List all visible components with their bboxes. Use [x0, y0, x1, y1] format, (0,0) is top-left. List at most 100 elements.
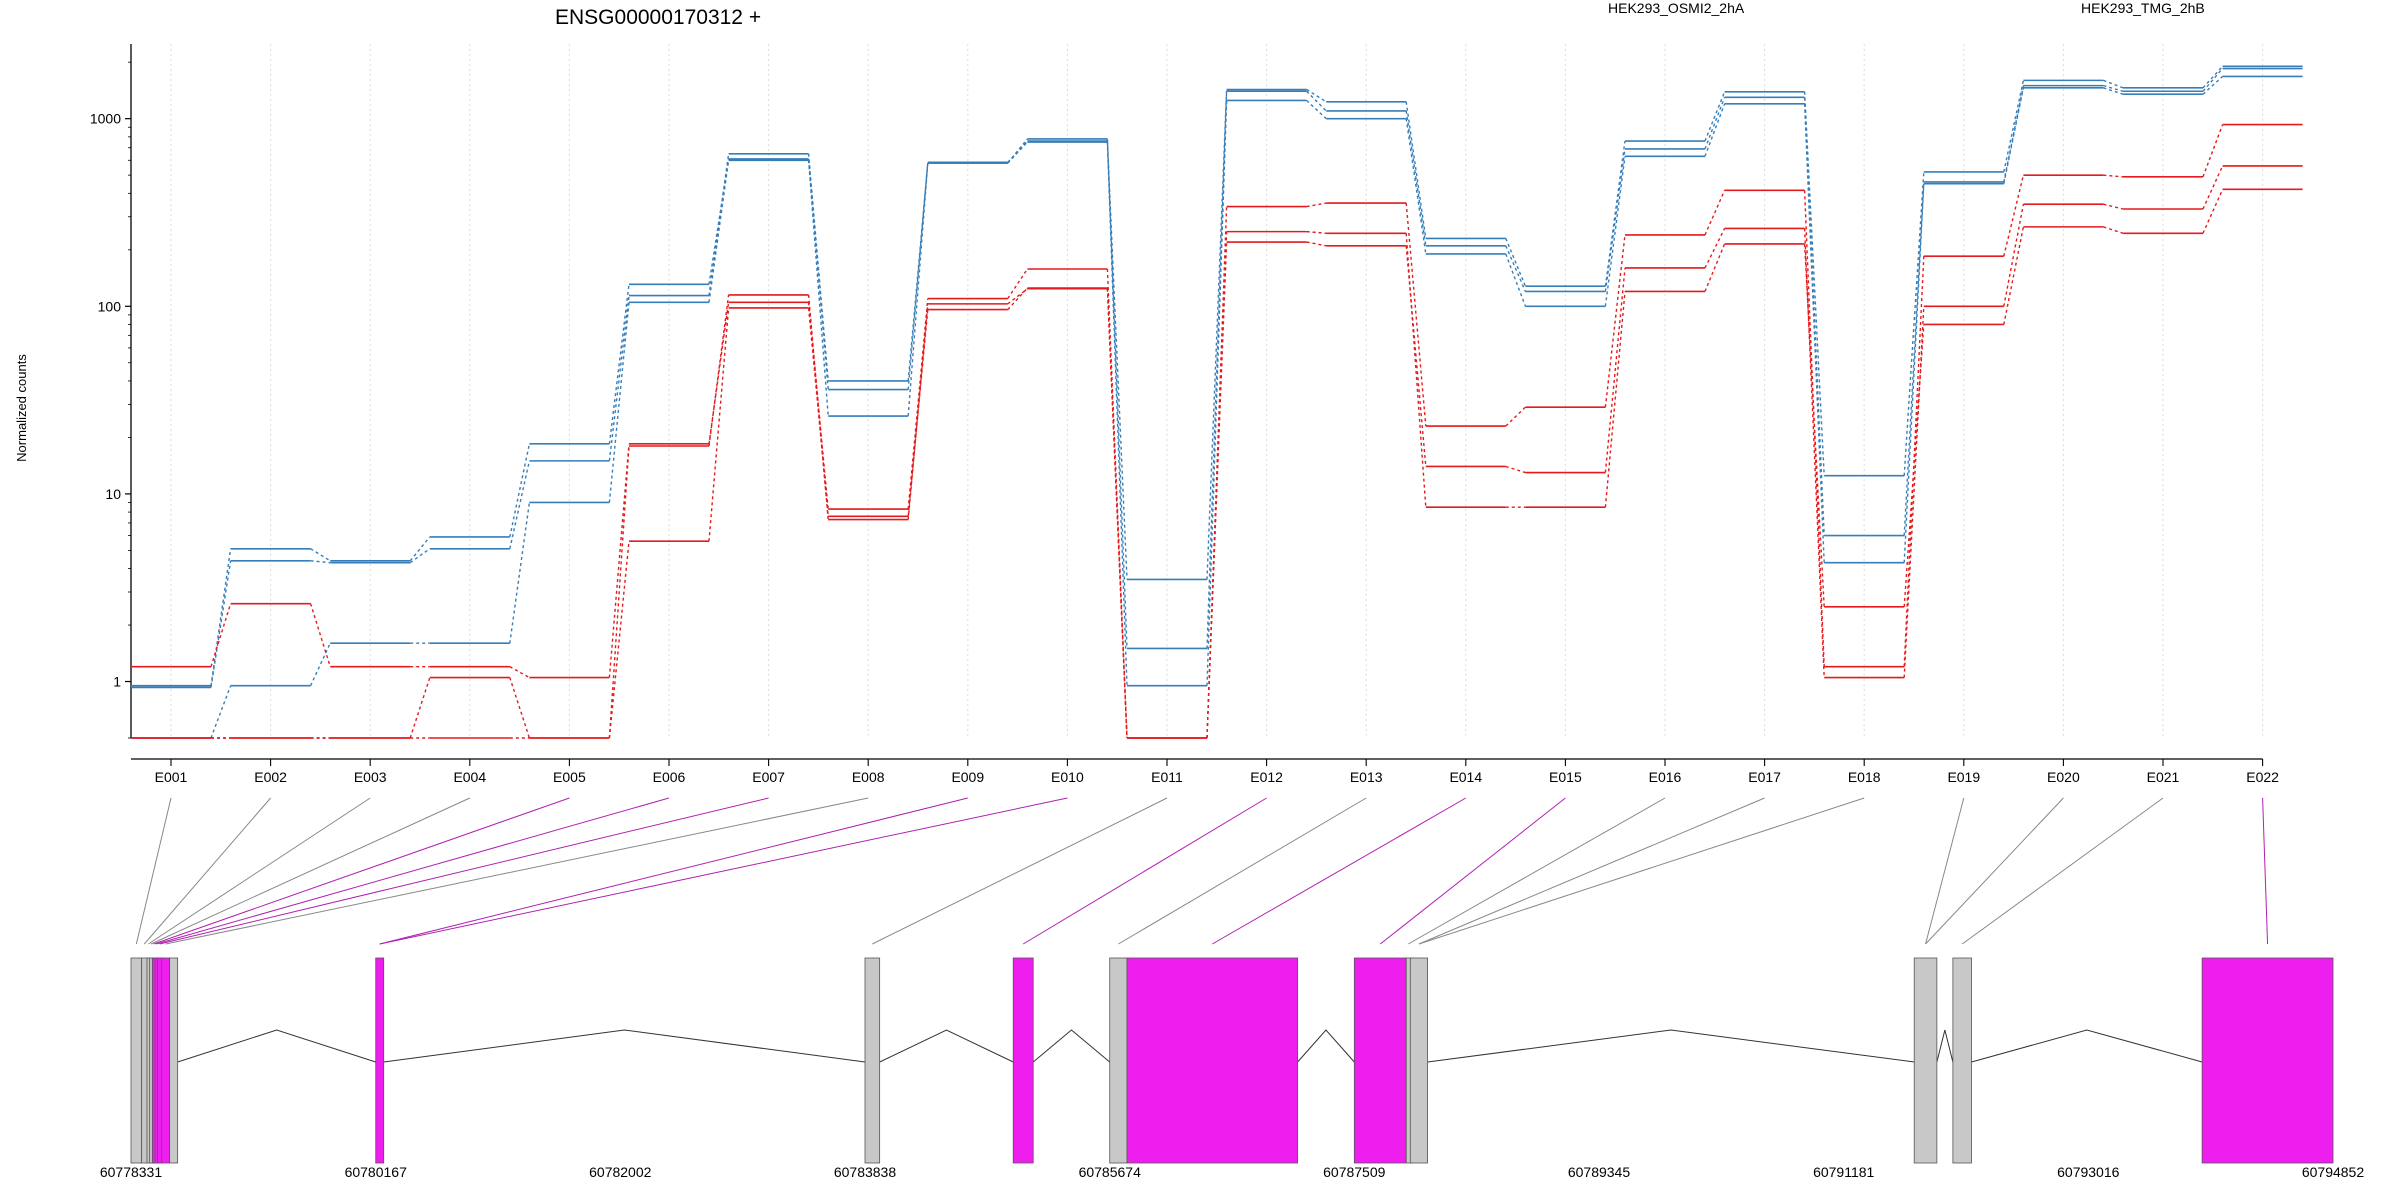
connector-line — [409, 677, 431, 739]
connector-line — [1604, 234, 1626, 408]
exon-connector — [135, 797, 172, 945]
x-tick-label: E018 — [1848, 769, 1881, 785]
x-tick-label: E003 — [354, 769, 387, 785]
series-HEK293_OSMI2_2hA — [131, 123, 2303, 739]
connector-line — [2103, 203, 2124, 210]
exon-box — [1012, 957, 1034, 1164]
connector-line — [1604, 267, 1626, 473]
connector-line — [2202, 75, 2224, 95]
exon-box — [130, 957, 143, 1164]
connector-line — [509, 677, 531, 739]
exon-connector — [150, 797, 471, 945]
connector-line — [1803, 228, 1825, 678]
connector-line — [1405, 101, 1427, 239]
connector-line — [1306, 99, 1327, 120]
connector-line — [907, 303, 929, 520]
x-tick-label: E016 — [1649, 769, 1682, 785]
exon-connector — [1418, 797, 1765, 945]
connector-line — [907, 162, 929, 417]
connector-line — [1106, 142, 1128, 686]
exon-connector — [1212, 797, 1467, 945]
connector-line — [2202, 165, 2224, 210]
connector-line — [1704, 243, 1726, 292]
exon-box — [1109, 957, 1128, 1164]
connector-line — [1405, 118, 1427, 255]
exon-connector — [1925, 797, 1965, 945]
connector-line — [608, 295, 630, 461]
connector-line — [2003, 87, 2025, 184]
x-tick-label: E008 — [852, 769, 885, 785]
exon-connector — [1118, 797, 1367, 945]
connector-line — [1803, 91, 1825, 476]
connector-line — [1704, 97, 1726, 150]
y-tick-label: 10 — [105, 486, 121, 502]
connector-line — [1704, 91, 1726, 142]
connector-line — [1803, 243, 1825, 607]
connector-line — [210, 685, 232, 739]
exon-box — [161, 957, 171, 1164]
connector-line — [210, 548, 232, 686]
connector-line — [807, 160, 829, 417]
exon-connector — [1408, 797, 1666, 945]
connector-line — [907, 162, 929, 390]
genomic-tick-label: 60787509 — [1323, 1164, 1386, 1180]
x-tick-label: E015 — [1549, 769, 1582, 785]
exon-connector — [2262, 797, 2269, 945]
connector-line — [2202, 124, 2224, 178]
connector-line — [2003, 174, 2025, 257]
connector-line — [1505, 238, 1527, 287]
x-tick-label: E002 — [254, 769, 287, 785]
connector-line — [1206, 231, 1228, 739]
x-tick-label: E022 — [2246, 769, 2279, 785]
connector-line — [1604, 140, 1626, 287]
connector-line — [1505, 245, 1527, 292]
connector-line — [708, 294, 730, 447]
exon-box — [1952, 957, 1972, 1164]
connector-line — [1803, 103, 1825, 563]
genomic-tick-label: 60778331 — [100, 1164, 163, 1180]
y-tick-label: 1 — [113, 674, 121, 690]
connector-line — [2103, 226, 2124, 234]
connector-line — [708, 160, 730, 303]
exon-connector — [1022, 797, 1267, 945]
connector-line — [1007, 288, 1028, 305]
connector-line — [210, 603, 232, 667]
connector-line — [1903, 324, 1925, 607]
series-HEK293_OSMI2_2hA — [131, 165, 2303, 739]
connector-line — [1106, 288, 1128, 739]
y-tick-label: 1000 — [90, 111, 121, 127]
intron-line — [1971, 1029, 2203, 1063]
connector-line — [2003, 204, 2025, 307]
connector-line — [608, 541, 630, 739]
exon-box — [1353, 957, 1407, 1164]
intron-line — [1936, 1029, 1954, 1063]
exon-connector — [156, 797, 670, 945]
connector-line — [1007, 138, 1028, 164]
connector-line — [1704, 103, 1726, 157]
genomic-tick-label: 60793016 — [2057, 1164, 2120, 1180]
connector-line — [1106, 138, 1128, 649]
exon-connector — [148, 797, 371, 945]
exon-box — [864, 957, 881, 1164]
legend-label-osmi2: HEK293_OSMI2_2hA — [1608, 0, 1745, 16]
connector-line — [1306, 202, 1327, 208]
exon-box — [169, 957, 179, 1164]
connector-line — [1903, 306, 1925, 678]
connector-line — [409, 536, 431, 562]
series-HEK293_TMG_2hB — [131, 75, 2303, 739]
intron-line — [383, 1029, 866, 1063]
count-plot: 1 10 100 1000 E001 E002 E003 E004 E005 E006 E007 E0… — [90, 44, 2303, 785]
connector-line — [309, 642, 331, 686]
x-tick-label: E010 — [1051, 769, 1084, 785]
x-tick-label: E011 — [1151, 769, 1183, 785]
exon-box — [1126, 957, 1299, 1164]
connector-line — [1704, 228, 1726, 269]
connector-line — [2003, 226, 2025, 325]
connector-line — [310, 560, 331, 564]
gene-model: 60778331 60780167 60782002 60783838 60785674… — [100, 797, 2364, 1180]
connector-line — [608, 445, 630, 739]
exon-connector — [1925, 797, 2064, 945]
connector-line — [2202, 189, 2224, 234]
x-tick-label: E020 — [2047, 769, 2080, 785]
legend-label-tmg: HEK293_TMG_2hB — [2081, 0, 2205, 16]
